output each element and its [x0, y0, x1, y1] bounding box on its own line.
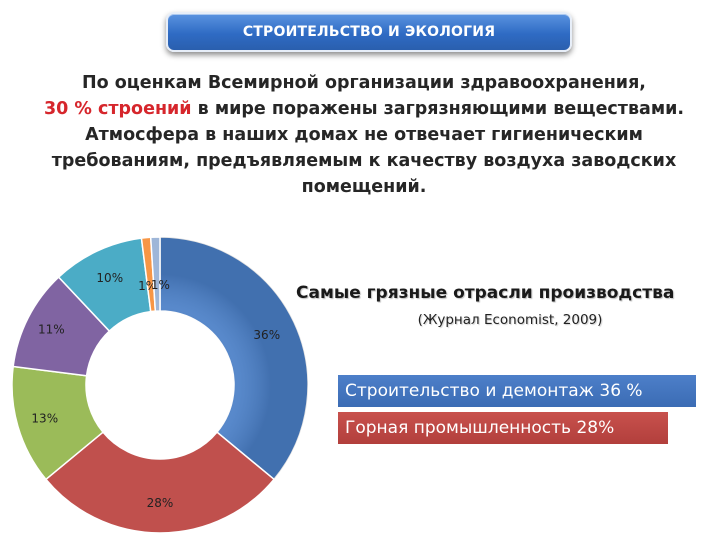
slide-title: СТРОИТЕЛЬСТВО И ЭКОЛОГИЯ [166, 12, 572, 52]
legend-construction: Строительство и демонтаж 36 % [338, 375, 696, 407]
intro-line-5: помещений. [301, 177, 427, 197]
intro-line-2: 30 % строений в мире поражены загрязняющ… [4, 96, 724, 122]
donut-label-2: 13% [31, 411, 58, 425]
donut-slice-1 [44, 431, 276, 534]
donut-label-0: 36% [253, 328, 280, 342]
donut-label-3: 11% [38, 323, 65, 337]
donut-slice-6 [149, 236, 161, 312]
donut-label-1: 28% [147, 496, 174, 510]
source-note: (Журнал Economist, 2009) [417, 312, 603, 328]
intro-text: По оценкам Всемирной организации здравоо… [4, 70, 724, 200]
donut-slice-0 [159, 236, 309, 481]
donut-label-4: 10% [96, 271, 123, 285]
legend-mining: Горная промышленность 28% [338, 412, 668, 444]
intro-line-4: требованиям, предъявляемым к качеству во… [51, 151, 677, 171]
chart-subtitle: Самые грязные отрасли производства [296, 283, 675, 303]
intro-highlight: 30 % строений [43, 99, 192, 119]
donut-label-5: 1% [138, 279, 157, 293]
donut-chart: 36% 28% 13% 11% 10% 1%1% [11, 236, 309, 534]
donut-label-6: 1% [151, 278, 170, 292]
intro-line-2-rest: в мире поражены загрязняющими веществами… [191, 99, 685, 119]
intro-line-3: Атмосфера в наших домах не отвечает гиги… [85, 125, 643, 145]
intro-line-1: По оценкам Всемирной организации здравоо… [82, 73, 646, 93]
